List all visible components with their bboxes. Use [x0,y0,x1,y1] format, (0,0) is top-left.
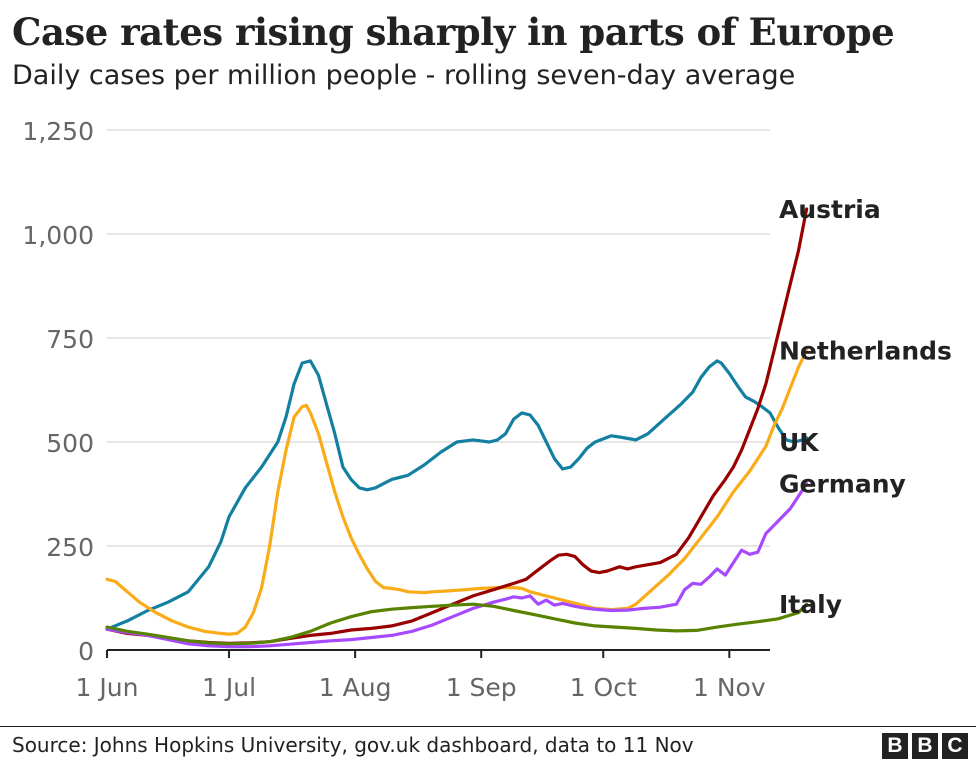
chart-title: Case rates rising sharply in parts of Eu… [12,10,895,54]
bbc-logo-letter-b1: B [882,733,908,759]
y-tick-label-0: 0 [78,637,94,666]
series-line-netherlands [105,348,809,636]
bbc-logo-letter-c: C [942,733,968,759]
series-line-uk [105,359,809,631]
y-tick-label-250: 250 [46,533,94,562]
series-label-italy: Italy [779,590,842,619]
y-axis-tick-labels: 0 250 500 750 1,000 1,250 [22,117,94,666]
series-label-austria: Austria [779,195,881,224]
footer-divider [0,726,976,727]
series-label-uk: UK [779,428,820,457]
y-tick-label-750: 750 [46,325,94,354]
series-labels: UK Netherlands Austria Germany Italy [779,195,952,619]
series-line-italy [105,602,809,646]
gridlines [107,129,770,547]
y-tick-label-1250: 1,250 [22,117,94,146]
y-tick-label-500: 500 [46,429,94,458]
series-lines [105,207,809,649]
series-line-austria [105,207,809,645]
bbc-logo: B B C [882,733,968,759]
chart-subtitle: Daily cases per million people - rolling… [12,60,796,91]
series-label-netherlands: Netherlands [779,336,952,365]
x-tick-label-1-nov: 1 Nov [693,673,766,702]
source-note: Source: Johns Hopkins University, gov.uk… [12,733,694,757]
y-tick-label-1000: 1,000 [22,221,94,250]
x-tick-label-1-sep: 1 Sep [446,673,517,702]
series-line-germany [105,482,809,649]
x-tick-label-1-jun: 1 Jun [76,673,139,702]
bbc-logo-letter-b2: B [912,733,938,759]
x-axis: 1 Jun 1 Jul 1 Aug 1 Sep 1 Oct 1 Nov [76,649,770,702]
series-label-germany: Germany [779,470,906,499]
x-tick-label-1-oct: 1 Oct [570,673,637,702]
x-tick-label-1-jul: 1 Jul [202,673,256,702]
line-chart: 0 250 500 750 1,000 1,250 1 Jun 1 Jul 1 Aug 1 Se… [22,117,952,702]
x-tick-label-1-aug: 1 Aug [319,673,392,702]
